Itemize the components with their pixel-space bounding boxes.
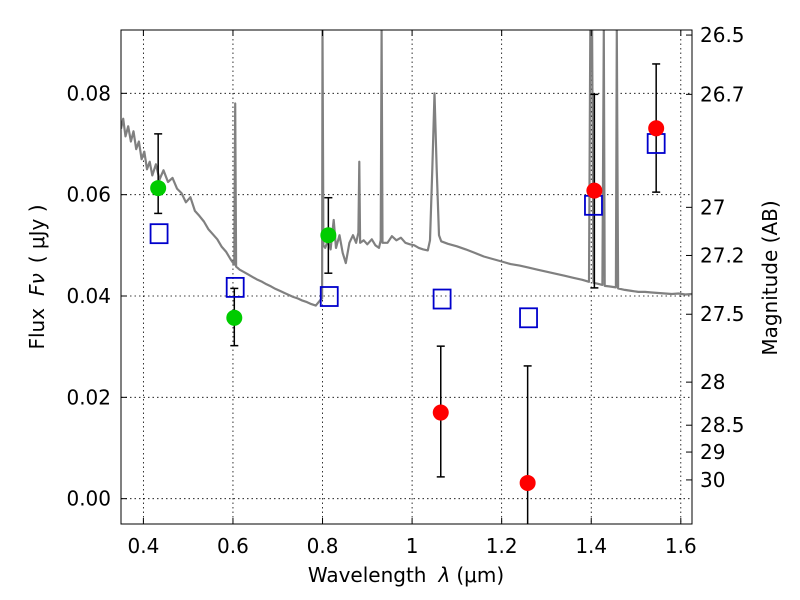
y-tick-label: 0.04	[66, 284, 111, 308]
x-tick-label: 1.4	[575, 534, 607, 558]
y-axis-title: Flux Fν ( μJy )	[25, 204, 49, 349]
mag-tick-label: 28.5	[700, 413, 745, 437]
error-bars	[154, 63, 661, 524]
mag-tick-label: 28	[700, 370, 725, 394]
y-axis-unit: ( μJy )	[25, 204, 49, 263]
grid	[121, 30, 692, 524]
x-axis-symbol: λ	[438, 563, 451, 587]
x-tick-label: 1.6	[665, 534, 697, 558]
plot-frame	[120, 29, 693, 525]
model-spectrum-layer	[121, 30, 692, 307]
model-photometry-square	[225, 276, 245, 298]
x-tick-label: 1.2	[486, 534, 518, 558]
model-photometry-square	[319, 286, 339, 307]
non-detections-point	[586, 182, 603, 199]
y-tick-label: 0.00	[66, 487, 111, 511]
axis-ticks	[121, 30, 692, 524]
y-tick-label: 0.08	[66, 81, 111, 105]
y-tick-label: 0.06	[66, 183, 111, 207]
x-tick-label: 1	[406, 534, 419, 558]
x-axis-title-text: Wavelength	[308, 563, 427, 587]
mag-tick-label: 27.2	[700, 243, 745, 267]
tick-labels: 0.4 0.6 0.8 1 1.2 1.4 1.6 0.00 0.02 0.04 0.06 0.08 2…	[66, 23, 744, 558]
model-spectrum-line	[121, 30, 692, 307]
mag-tick-label: 26.5	[700, 23, 745, 47]
x-tick-label: 0.4	[127, 534, 159, 558]
mag-tick-label: 30	[700, 468, 725, 492]
y2-axis-title: Magnitude (AB)	[758, 200, 782, 355]
mag-tick-label: 26.7	[700, 82, 745, 106]
x-axis-title: Wavelength λ (μm)	[308, 563, 504, 587]
mag-tick-label: 27	[700, 195, 725, 219]
non-detections-point	[648, 120, 665, 137]
mag-tick-label: 27.5	[700, 302, 745, 326]
non-detections-point	[519, 474, 536, 491]
y-axis-symbol: Fν	[25, 273, 49, 296]
y-tick-label: 0.02	[66, 385, 111, 409]
detections-point	[150, 180, 167, 197]
x-axis-unit: (μm)	[456, 563, 504, 587]
non-detections-point	[432, 404, 449, 421]
data-markers	[149, 120, 666, 491]
model-photometry-square	[432, 288, 452, 310]
mag-tick-label: 29	[700, 440, 725, 464]
model-photometry-square	[519, 307, 538, 329]
x-tick-label: 0.6	[217, 534, 249, 558]
detections-point	[320, 227, 337, 244]
model-photometry-square	[149, 223, 169, 245]
y-axis-title-text: Flux	[25, 308, 49, 350]
detections-point	[226, 309, 243, 326]
x-tick-label: 0.8	[307, 534, 339, 558]
